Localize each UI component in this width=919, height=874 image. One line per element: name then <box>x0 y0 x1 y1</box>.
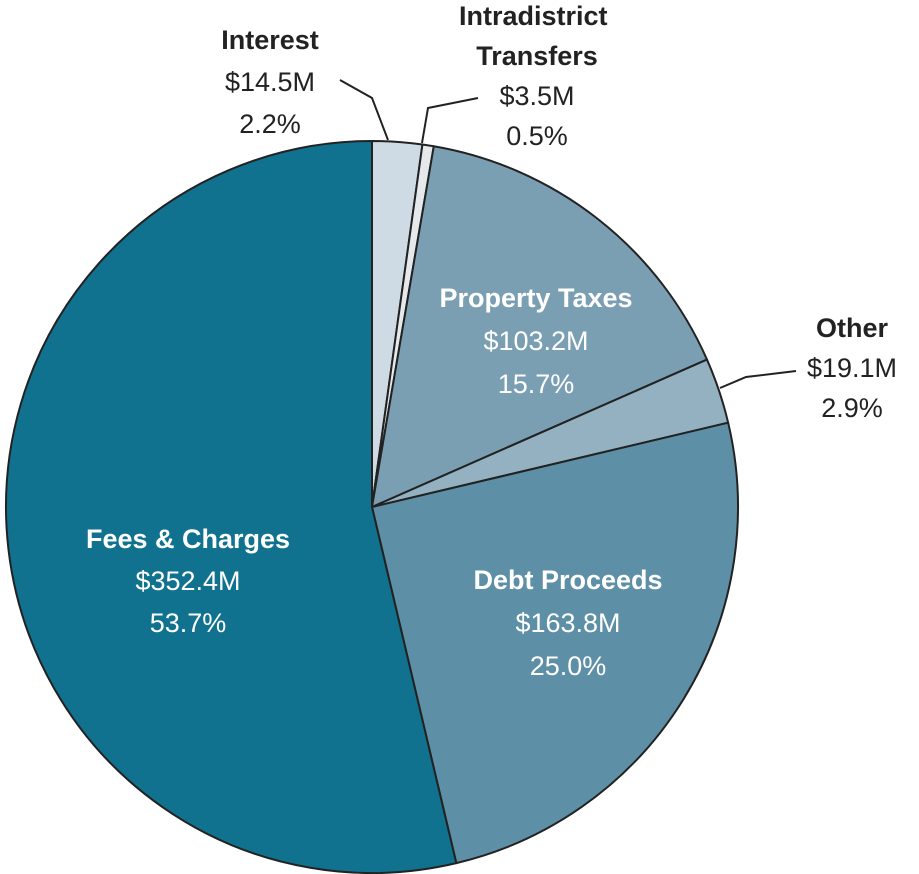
slice-label: Debt Proceeds <box>473 565 662 595</box>
value-label: 2.2% <box>239 109 301 139</box>
amount-label: $14.5M <box>225 67 315 97</box>
amount-label: $103.2M <box>483 326 588 356</box>
slice-label: Intradistrict Transfers <box>459 1 615 71</box>
value-label: 15.7% <box>498 369 575 399</box>
slice-label: Interest <box>221 25 319 55</box>
slice-label: Fees & Charges <box>86 524 290 554</box>
amount-label: $3.5M <box>499 81 574 111</box>
amount-label: $19.1M <box>807 353 897 383</box>
leader-line <box>339 79 389 141</box>
value-label: 2.9% <box>821 393 883 423</box>
value-label: 25.0% <box>530 651 607 681</box>
slice <box>371 421 739 865</box>
leader-line <box>421 97 479 144</box>
slice-label: Property Taxes <box>439 283 632 313</box>
value-label: 0.5% <box>506 121 568 151</box>
amount-label: $163.8M <box>515 608 620 638</box>
value-label: 53.7% <box>150 608 227 638</box>
slice <box>5 140 458 874</box>
slice-label: Other <box>816 313 889 343</box>
leader-line <box>719 370 797 389</box>
label-line: Transfers <box>476 41 598 71</box>
label-line: Intradistrict <box>459 1 615 31</box>
slice <box>371 145 708 508</box>
amount-label: $352.4M <box>135 566 240 596</box>
